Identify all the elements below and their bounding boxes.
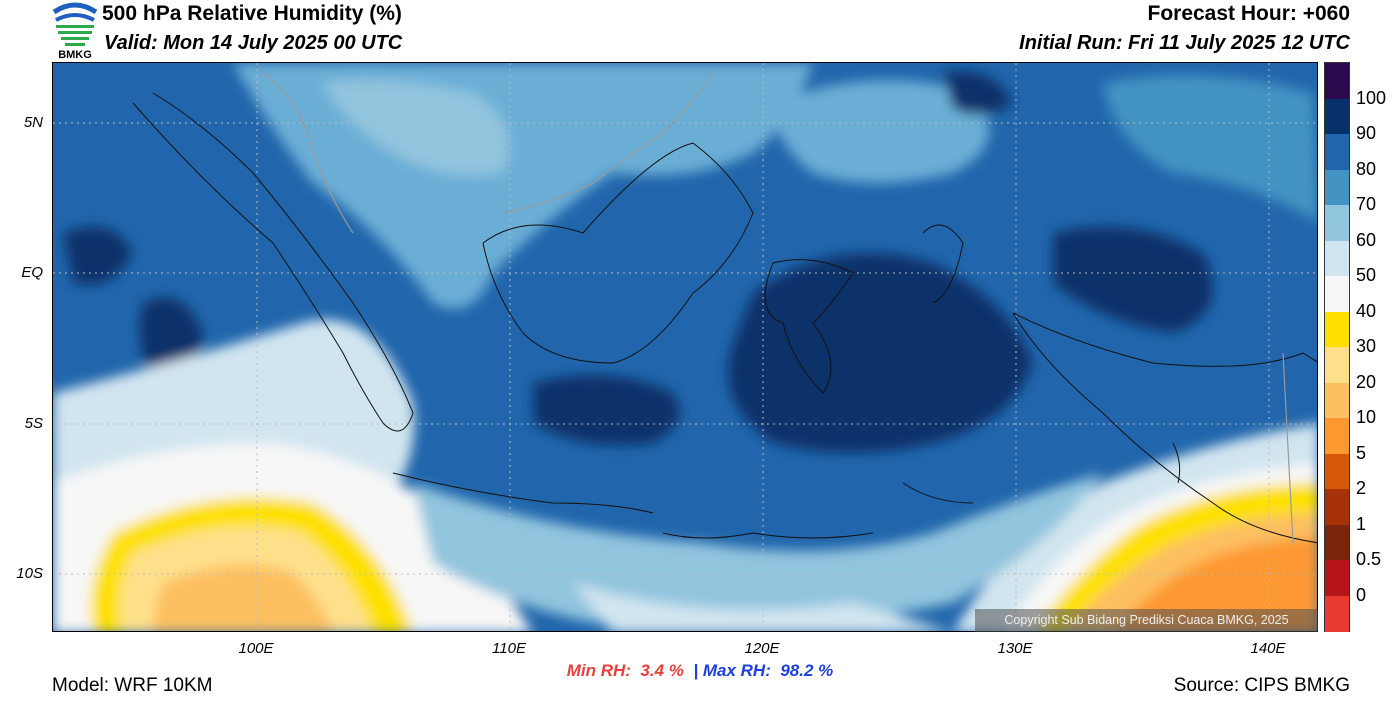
- min-rh-label: Min RH:: [566, 661, 631, 680]
- lat-label-5s: 5S: [24, 415, 43, 432]
- colorbar-label: 30: [1356, 336, 1377, 356]
- colorbar-label: 10: [1356, 407, 1377, 427]
- colorbar-label: 70: [1356, 194, 1377, 214]
- colorbar-segment: [1325, 560, 1349, 596]
- colorbar-label: 50: [1356, 265, 1377, 285]
- copyright-notice: Copyright Sub Bidang Prediksi Cuaca BMKG…: [975, 609, 1318, 632]
- lon-label-100e: 100E: [238, 640, 274, 657]
- colorbar-label: 90: [1356, 123, 1377, 143]
- colorbar-label: 40: [1356, 300, 1377, 321]
- lon-label-110e: 110E: [492, 640, 526, 657]
- colorbar-segment: [1325, 595, 1349, 632]
- colorbar-segment: [1325, 524, 1349, 561]
- colorbar-segment: [1325, 240, 1349, 277]
- bmkg-logo: BMKG: [50, 0, 100, 61]
- lon-label-120e: 120E: [744, 640, 780, 657]
- colorbar-label: 0: [1356, 584, 1367, 605]
- max-rh-label: Max RH:: [702, 661, 771, 680]
- forecast-hour: Forecast Hour: +060: [1147, 2, 1351, 25]
- lon-label-130e: 130E: [997, 640, 1033, 657]
- colorbar-segment: [1325, 489, 1349, 525]
- model-name: Model: WRF 10KM: [52, 675, 213, 696]
- colorbar-segment: [1325, 276, 1349, 312]
- humidity-map: [52, 62, 1318, 632]
- lat-label-10s: 10S: [16, 565, 43, 582]
- colorbar-segment: [1325, 169, 1349, 206]
- colorbar-segment: [1325, 418, 1349, 454]
- colorbar-segment: [1325, 63, 1349, 99]
- valid-time: Valid: Mon 14 July 2025 00 UTC: [104, 32, 403, 54]
- colorbar-segment: [1325, 134, 1349, 170]
- colorbar-segment: [1325, 347, 1349, 383]
- colorbar-segment: [1325, 382, 1349, 419]
- data-source: Source: CIPS BMKG: [1173, 675, 1350, 696]
- colorbar-label: 80: [1356, 158, 1377, 179]
- colorbar: [1324, 62, 1350, 632]
- lat-label-5n: 5N: [23, 114, 43, 131]
- colorbar-segment: [1325, 205, 1349, 241]
- max-rh-value: 98.2 %: [780, 661, 834, 680]
- lon-label-140e: 140E: [1250, 640, 1286, 657]
- colorbar-segment: [1325, 311, 1349, 348]
- colorbar-segment: [1325, 453, 1349, 490]
- colorbar-label: 5: [1356, 442, 1367, 463]
- colorbar-label: 2: [1356, 478, 1367, 498]
- rh-stats: Min RH: 3.4 % | Max RH: 98.2 %: [0, 661, 1400, 681]
- logo-text: BMKG: [58, 49, 92, 60]
- colorbar-label: 1: [1356, 513, 1367, 534]
- min-rh-value: 3.4 %: [640, 661, 684, 680]
- colorbar-label: 0.5: [1356, 549, 1382, 569]
- stats-separator: |: [693, 661, 699, 680]
- colorbar-label: 20: [1356, 371, 1377, 392]
- colorbar-segment: [1325, 98, 1349, 135]
- colorbar-label: 100: [1356, 87, 1387, 108]
- lat-label-eq: EQ: [21, 264, 43, 281]
- initial-run: Initial Run: Fri 11 July 2025 12 UTC: [1019, 32, 1350, 54]
- colorbar-label: 60: [1356, 229, 1377, 250]
- map-title: 500 hPa Relative Humidity (%): [102, 2, 402, 25]
